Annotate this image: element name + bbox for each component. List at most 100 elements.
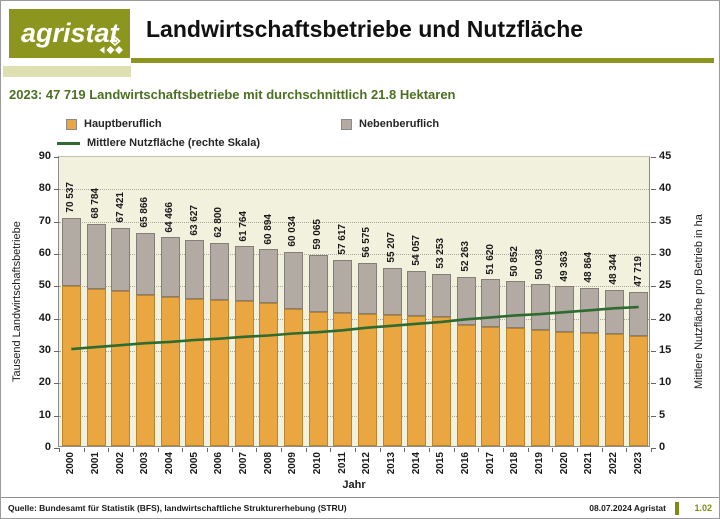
year-label: 2004 bbox=[164, 452, 175, 475]
right-axis-tick-label: 40 bbox=[659, 182, 672, 195]
left-axis-tick bbox=[54, 351, 59, 352]
bar-nebenberuflich bbox=[185, 240, 205, 299]
year-label: 2022 bbox=[608, 452, 619, 475]
grid-line bbox=[59, 221, 649, 223]
bar-hauptberuflich bbox=[629, 336, 649, 446]
source-note: Quelle: Bundesamt für Statistik (BFS), l… bbox=[8, 503, 347, 513]
bar-nebenberuflich bbox=[234, 246, 254, 302]
bar-total-label: 57 617 bbox=[336, 224, 348, 255]
left-axis-tick bbox=[54, 286, 59, 288]
bar-total-label: 49 363 bbox=[558, 250, 570, 282]
bar-nebenberuflich bbox=[135, 232, 155, 295]
bar-hauptberuflich bbox=[333, 313, 353, 446]
left-axis-tick-label: 50 bbox=[38, 279, 51, 292]
bar-hauptberuflich bbox=[431, 317, 451, 446]
bar-hauptberuflich bbox=[382, 315, 402, 446]
right-axis-tick bbox=[651, 157, 656, 158]
bar-nebenberuflich bbox=[357, 263, 377, 315]
year-label: 2020 bbox=[558, 452, 570, 475]
bar-total-label: 68 784 bbox=[90, 187, 101, 219]
left-axis-tick-label: 20 bbox=[38, 376, 51, 389]
bar-hauptberuflich bbox=[135, 294, 155, 446]
left-axis-tick bbox=[54, 448, 59, 449]
legend-label-nebenberuflich: Nebenberuflich bbox=[359, 118, 440, 130]
left-axis-tick bbox=[54, 157, 59, 158]
year-label: 2011 bbox=[336, 452, 348, 474]
bar-hauptberuflich bbox=[259, 302, 279, 446]
bar-total-label: 62 800 bbox=[213, 207, 225, 238]
bar-total-label: 56 575 bbox=[361, 227, 373, 258]
bar-hauptberuflich bbox=[111, 290, 131, 446]
bar-nebenberuflich bbox=[431, 273, 451, 317]
year-label: 2018 bbox=[509, 452, 521, 475]
right-axis-tick-label: 25 bbox=[659, 279, 672, 292]
bar-total-label: 47 719 bbox=[632, 256, 644, 287]
x-axis-tick bbox=[527, 448, 529, 452]
bar-hauptberuflich bbox=[481, 326, 501, 446]
x-axis-tick bbox=[651, 448, 652, 452]
right-axis-tick bbox=[651, 318, 656, 320]
x-axis-tick bbox=[157, 448, 159, 452]
bar-hauptberuflich bbox=[283, 308, 303, 446]
left-axis-tick-label: 70 bbox=[38, 214, 51, 227]
x-axis-title: Jahr bbox=[342, 479, 366, 491]
x-axis-tick bbox=[182, 448, 184, 452]
x-axis-tick bbox=[503, 448, 504, 452]
x-axis-tick bbox=[305, 448, 307, 452]
x-axis-tick bbox=[59, 448, 60, 452]
year-label: 2019 bbox=[534, 452, 545, 475]
year-label: 2000 bbox=[65, 452, 77, 475]
year-label: 2021 bbox=[583, 452, 595, 475]
bar-total-label: 48 864 bbox=[583, 252, 595, 283]
x-axis-tick bbox=[83, 448, 85, 452]
bar-total-label: 60 894 bbox=[262, 213, 274, 245]
bar-total-label: 50 852 bbox=[509, 245, 521, 277]
x-axis-tick bbox=[552, 448, 554, 452]
grid-line bbox=[59, 286, 649, 288]
x-axis-tick bbox=[429, 448, 430, 452]
bar-total-label: 55 207 bbox=[386, 231, 397, 263]
right-axis-tick bbox=[651, 351, 656, 352]
grid-line bbox=[59, 189, 649, 191]
grid-line bbox=[59, 254, 649, 255]
left-axis-tick-label: 40 bbox=[38, 311, 51, 324]
version-bar bbox=[675, 501, 679, 515]
logo-accent-strip bbox=[3, 66, 131, 77]
hauptberuflich-swatch bbox=[66, 118, 77, 130]
bar-total-label: 61 764 bbox=[238, 210, 249, 242]
bar-hauptberuflich bbox=[579, 332, 599, 446]
bar-nebenberuflich bbox=[604, 289, 624, 335]
left-axis-title: Tausend Landwirtschaftsbetriebe bbox=[11, 221, 23, 382]
bar-nebenberuflich bbox=[629, 291, 649, 337]
bar-nebenberuflich bbox=[259, 249, 279, 303]
x-axis-tick bbox=[404, 448, 406, 452]
year-label: 2009 bbox=[287, 452, 299, 475]
bar-hauptberuflich bbox=[505, 327, 525, 446]
x-axis-tick bbox=[231, 448, 233, 452]
bar-nebenberuflich bbox=[555, 286, 575, 332]
bar-total-label: 50 038 bbox=[534, 248, 545, 280]
x-axis-tick bbox=[330, 448, 332, 452]
left-axis-tick bbox=[54, 415, 59, 417]
bar-hauptberuflich bbox=[555, 331, 575, 446]
bar-hauptberuflich bbox=[160, 297, 180, 446]
bar-nebenberuflich bbox=[61, 218, 81, 286]
bar-hauptberuflich bbox=[308, 311, 328, 446]
bar-hauptberuflich bbox=[61, 285, 81, 446]
left-axis-tick-label: 10 bbox=[38, 408, 51, 421]
x-axis-tick bbox=[626, 448, 628, 452]
x-axis-tick bbox=[453, 448, 455, 452]
bar-hauptberuflich bbox=[456, 324, 476, 446]
header-divider bbox=[131, 58, 714, 63]
x-axis-tick bbox=[577, 448, 578, 452]
bar-hauptberuflich bbox=[185, 298, 205, 446]
x-axis-tick bbox=[281, 448, 282, 452]
chart-subtitle: 2023: 47 719 Landwirtschaftsbetriebe mit… bbox=[9, 87, 456, 102]
bar-total-label: 67 421 bbox=[114, 192, 126, 224]
right-axis-tick-label: 35 bbox=[659, 214, 672, 227]
year-label: 2001 bbox=[90, 452, 101, 475]
bar-hauptberuflich bbox=[604, 334, 624, 446]
year-label: 2015 bbox=[435, 452, 447, 475]
agristat-logo-text: agristat bbox=[21, 18, 119, 48]
year-label: 2010 bbox=[312, 452, 323, 475]
